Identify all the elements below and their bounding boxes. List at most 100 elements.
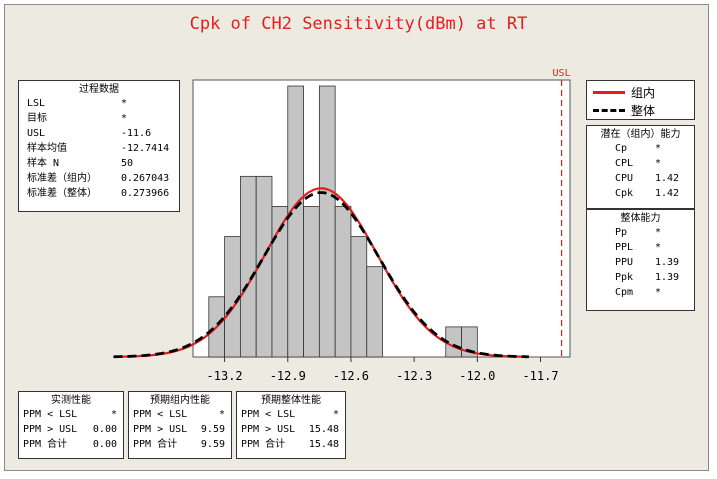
process-row-sd-within: 标准差（组内） 0.267043 [19, 171, 179, 186]
histogram-bar-7 [318, 85, 336, 358]
pot-row-cpl: CPL * [587, 156, 694, 171]
x-tick-label-1: -12.9 [270, 369, 306, 383]
pot-row-cp: Cp * [587, 141, 694, 156]
row-value: 0.267043 [121, 173, 170, 184]
row-value: * [655, 287, 662, 298]
legend: 组内 整体 [586, 80, 695, 120]
x-tick-label-2: -12.6 [333, 369, 369, 383]
process-row-n: 样本 N 50 [19, 156, 179, 171]
legend-label-overall: 整体 [631, 103, 656, 118]
row-label: PPM > USL [23, 424, 78, 435]
row-label: CPU [615, 173, 634, 184]
row-value: 1.39 [655, 257, 680, 268]
obs-row-total: PPM 合计 0.00 [19, 437, 123, 452]
usl-label: USL [553, 68, 571, 79]
obs-row-usl: PPM > USL 0.00 [19, 422, 123, 437]
row-label: Ppk [615, 272, 634, 283]
row-label: Cpm [615, 287, 634, 298]
expected-within-performance-panel: 预期组内性能 PPM < LSL * PPM > USL 9.59 PPM 合计 9.… [128, 391, 232, 459]
row-value: * [218, 409, 225, 420]
row-label: PPM < LSL [23, 409, 78, 420]
row-value: 50 [121, 158, 134, 169]
expw-row-lsl: PPM < LSL * [129, 407, 231, 422]
expo-row-total: PPM 合计 15.48 [237, 437, 345, 452]
x-tick-label-4: -12.0 [459, 369, 495, 383]
histogram-bar-6 [303, 206, 320, 358]
row-value: * [110, 409, 117, 420]
row-label: Cpk [615, 188, 634, 199]
row-value: 0.273966 [121, 188, 170, 199]
row-label: LSL [27, 98, 46, 109]
row-value: 15.48 [308, 439, 339, 450]
overall-capability-panel: 整体能力 Pp * PPL * PPU 1.39 Ppk 1.39 Cpm * [586, 209, 695, 311]
row-value: 1.42 [655, 173, 680, 184]
row-label: PPM > USL [133, 424, 188, 435]
legend-item-overall: 整体 [593, 102, 655, 118]
histogram-bar-16 [461, 326, 478, 358]
distribution-curves [113, 187, 529, 359]
row-label: PPM 合计 [23, 439, 68, 450]
legend-swatch-within [593, 90, 625, 94]
row-label: PPM < LSL [133, 409, 188, 420]
legend-label-within: 组内 [631, 85, 656, 100]
row-value: 0.00 [92, 439, 117, 450]
row-value: 9.59 [200, 439, 225, 450]
pot-row-cpk: Cpk 1.42 [587, 186, 694, 201]
observed-performance-title: 实测性能 [51, 395, 91, 406]
expected-within-title: 预期组内性能 [150, 395, 210, 406]
row-label: PPM > USL [241, 424, 296, 435]
process-row-target: 目标 * [19, 111, 179, 126]
row-label: 标准差（整体） [27, 188, 97, 199]
ovr-row-cpm: Cpm * [587, 285, 694, 300]
pot-row-cpu: CPU 1.42 [587, 171, 694, 186]
row-label: PPM 合计 [241, 439, 286, 450]
histogram-bars [208, 85, 478, 358]
histogram-bar-10 [366, 266, 383, 358]
row-value: 15.48 [308, 424, 339, 435]
x-tick-label-0: -13.2 [207, 369, 243, 383]
potential-capability-panel: 潜在（组内）能力 Cp * CPL * CPU 1.42 Cpk 1.42 [586, 125, 695, 209]
overall-capability-title: 整体能力 [620, 213, 661, 224]
process-row-usl: USL -11.6 [19, 126, 179, 141]
row-value: 1.39 [655, 272, 680, 283]
process-data-title: 过程数据 [79, 84, 119, 95]
ovr-row-ppu: PPU 1.39 [587, 255, 694, 270]
row-value: -12.7414 [121, 143, 170, 154]
expo-row-usl: PPM > USL 15.48 [237, 422, 345, 437]
row-value: * [655, 143, 662, 154]
x-tick-label-5: -11.7 [522, 369, 558, 383]
usl-marker: USL [553, 68, 571, 357]
process-row-mean: 样本均值 -12.7414 [19, 141, 179, 156]
histogram-bar-9 [350, 236, 368, 358]
expw-row-usl: PPM > USL 9.59 [129, 422, 231, 437]
ovr-row-ppl: PPL * [587, 240, 694, 255]
ovr-row-ppk: Ppk 1.39 [587, 270, 694, 285]
process-row-sd-overall: 标准差（整体） 0.273966 [19, 186, 179, 201]
row-label: 目标 [27, 113, 47, 124]
histogram-bar-5 [287, 85, 304, 358]
potential-capability-title: 潜在（组内）能力 [600, 129, 681, 140]
legend-swatch-overall [593, 108, 625, 112]
row-value: * [655, 227, 662, 238]
histogram-bar-8 [334, 206, 352, 358]
row-value: -11.6 [121, 128, 152, 139]
legend-item-within: 组内 [593, 84, 655, 100]
row-label: 标准差（组内） [27, 173, 97, 184]
row-value: 9.59 [200, 424, 225, 435]
row-value: * [655, 158, 662, 169]
overall-curve [113, 191, 529, 359]
observed-performance-panel: 实测性能 PPM < LSL * PPM > USL 0.00 PPM 合计 0.00 [18, 391, 124, 459]
row-label: PPM 合计 [133, 439, 178, 450]
row-value: * [655, 242, 662, 253]
row-label: 样本均值 [27, 143, 67, 154]
expw-row-total: PPM 合计 9.59 [129, 437, 231, 452]
row-label: Pp [615, 227, 628, 238]
row-label: 样本 N [27, 158, 60, 169]
ovr-row-pp: Pp * [587, 225, 694, 240]
chart-title: Cpk of CH2 Sensitivity(dBm) at RT [189, 14, 528, 34]
row-value: 1.42 [655, 188, 680, 199]
row-value: 0.00 [92, 424, 117, 435]
process-data-panel: 过程数据 LSL * 目标 * USL -11.6 样本均值 -12.7414 样本 N… [18, 80, 180, 212]
row-label: PPL [615, 242, 634, 253]
expected-overall-title: 预期整体性能 [261, 395, 321, 406]
